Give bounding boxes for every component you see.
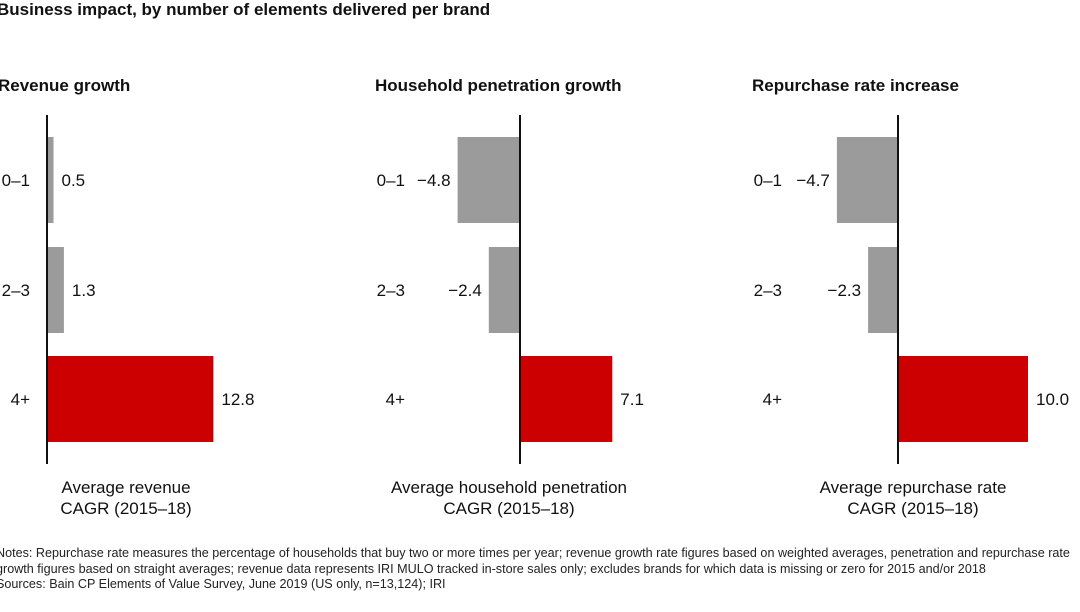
category-label: 4+ bbox=[763, 390, 782, 409]
bar bbox=[898, 356, 1028, 442]
bar bbox=[868, 247, 898, 333]
category-label: 0–1 bbox=[754, 171, 782, 190]
bar bbox=[47, 356, 214, 442]
category-label: 4+ bbox=[386, 390, 405, 409]
bar bbox=[457, 137, 520, 223]
value-label: 0.5 bbox=[62, 171, 86, 190]
axis-label: Average household penetration bbox=[391, 478, 627, 497]
category-label: 0–1 bbox=[2, 171, 30, 190]
panel-title: Household penetration growth bbox=[375, 76, 622, 95]
axis-label: Average repurchase rate bbox=[820, 478, 1007, 497]
category-label: 2–3 bbox=[377, 281, 405, 300]
value-label: −4.8 bbox=[417, 171, 451, 190]
bar bbox=[520, 356, 613, 442]
value-label: 10.0 bbox=[1036, 390, 1069, 409]
notes-text: Notes: Repurchase rate measures the perc… bbox=[0, 546, 1070, 576]
category-label: 4+ bbox=[11, 390, 30, 409]
bar bbox=[47, 247, 64, 333]
value-label: 12.8 bbox=[221, 390, 254, 409]
value-label: −4.7 bbox=[796, 171, 830, 190]
bar bbox=[488, 247, 520, 333]
bar bbox=[836, 137, 898, 223]
value-label: 7.1 bbox=[620, 390, 644, 409]
sources-text: Sources: Bain CP Elements of Value Surve… bbox=[0, 577, 446, 592]
category-label: 0–1 bbox=[377, 171, 405, 190]
value-label: −2.3 bbox=[828, 281, 862, 300]
bar bbox=[47, 137, 54, 223]
notes: Notes: Repurchase rate measures the perc… bbox=[0, 546, 1080, 593]
axis-label: CAGR (2015–18) bbox=[60, 499, 191, 518]
axis-label: CAGR (2015–18) bbox=[443, 499, 574, 518]
panel-title: Revenue growth bbox=[0, 76, 130, 95]
panel-title: Repurchase rate increase bbox=[752, 76, 959, 95]
value-label: 1.3 bbox=[72, 281, 96, 300]
figure-title: Business impact, by number of elements d… bbox=[0, 0, 491, 19]
category-label: 2–3 bbox=[754, 281, 782, 300]
axis-label: CAGR (2015–18) bbox=[847, 499, 978, 518]
category-label: 2–3 bbox=[2, 281, 30, 300]
value-label: −2.4 bbox=[448, 281, 482, 300]
axis-label: Average revenue bbox=[61, 478, 190, 497]
